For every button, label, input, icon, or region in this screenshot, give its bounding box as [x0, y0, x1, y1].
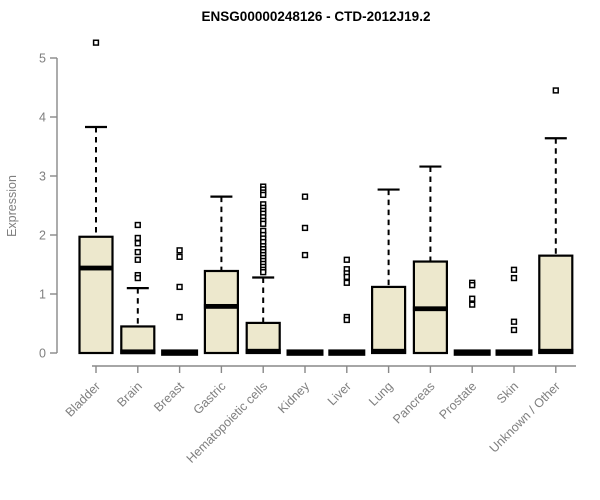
x-tick-label-pancreas: Pancreas [390, 379, 437, 426]
box-iqr [245, 321, 281, 355]
y-tick-label: 5 [39, 51, 46, 65]
outlier-point [510, 318, 518, 325]
outlier-point [301, 193, 309, 200]
box-iqr [203, 269, 239, 355]
y-tick-label: 1 [39, 287, 46, 301]
axes: 0 1 2 3 4 5 Bladder Brain Breast GastricHematopoi… [39, 51, 576, 466]
median-line [538, 348, 574, 354]
x-tick-label-prostate: Prostate [436, 379, 479, 422]
boxplot-skin [495, 266, 533, 356]
outlier-point [469, 301, 476, 308]
collapsed-box [286, 349, 324, 356]
outlier-point [301, 224, 309, 232]
boxplot-kidney [286, 193, 324, 356]
outlier-point [343, 279, 350, 286]
x-tick-label-brain: Brain [114, 379, 145, 410]
outlier-point [510, 266, 518, 273]
outlier-point [176, 313, 183, 321]
x-tick-label-unknown-other: Unknown / Other [487, 379, 563, 455]
chart-title: ENSG00000248126 - CTD-2012J19.2 [202, 9, 431, 24]
outlier-point [134, 234, 141, 242]
outlier-point [176, 253, 183, 260]
outlier-point [134, 256, 141, 263]
median-line [245, 348, 281, 354]
y-tick-label: 3 [39, 169, 46, 183]
boxplot-hematopoietic-cells [245, 183, 281, 355]
y-tick-label: 2 [39, 228, 46, 242]
collapsed-box [161, 349, 199, 356]
x-tick-label-lung: Lung [366, 379, 396, 409]
median-line [371, 348, 407, 354]
x-tick-label-gastric: Gastric [191, 379, 229, 417]
outlier-point [510, 274, 518, 282]
y-axis-label: Expression [5, 175, 19, 237]
median-line [78, 265, 114, 271]
box-iqr [538, 254, 574, 355]
boxplot-prostate [453, 279, 491, 356]
boxplot-unknown-other [538, 87, 574, 355]
boxplot-breast [161, 247, 199, 356]
outlier-point [260, 220, 267, 227]
outlier-point [510, 326, 518, 334]
x-tick-label-bladder: Bladder [63, 379, 103, 419]
boxplot-lung [371, 188, 407, 355]
outlier-point [469, 282, 476, 289]
outlier-point [260, 191, 267, 199]
outlier-point [343, 256, 350, 263]
y-tick-label: 0 [39, 346, 46, 360]
outlier-point [552, 87, 559, 94]
outlier-point [176, 247, 183, 254]
boxplot-liver [328, 256, 366, 356]
outlier-point [134, 274, 141, 282]
collapsed-box [453, 349, 491, 356]
x-tick-label-liver: Liver [325, 379, 354, 408]
outlier-point [134, 240, 141, 247]
outlier-point [176, 283, 183, 291]
outlier-point [134, 221, 141, 229]
box-iqr [120, 325, 156, 355]
outlier-point [134, 248, 141, 256]
median-line [203, 303, 239, 309]
outlier-point [343, 316, 350, 324]
outlier-point [343, 273, 350, 281]
boxplot-brain [120, 221, 156, 355]
outlier-point [260, 269, 267, 276]
collapsed-box [328, 349, 366, 356]
median-line [412, 306, 448, 312]
boxplot-gastric [203, 195, 239, 355]
x-tick-label-kidney: Kidney [275, 379, 312, 416]
x-tick-label-hematopoietic-cells: Hematopoietic cells [184, 379, 271, 466]
x-tick-label-breast: Breast [151, 379, 187, 415]
boxes [78, 39, 574, 356]
boxplot-pancreas [412, 165, 448, 355]
outlier-point [92, 39, 100, 46]
y-tick-label: 4 [39, 110, 46, 124]
boxplot-bladder [78, 39, 114, 355]
outlier-point [301, 251, 309, 259]
x-tick-label-skin: Skin [494, 379, 521, 406]
box-iqr [371, 285, 407, 355]
collapsed-box [495, 349, 533, 356]
box-iqr [78, 235, 114, 355]
median-line [120, 349, 156, 355]
outlier-point [469, 295, 476, 302]
